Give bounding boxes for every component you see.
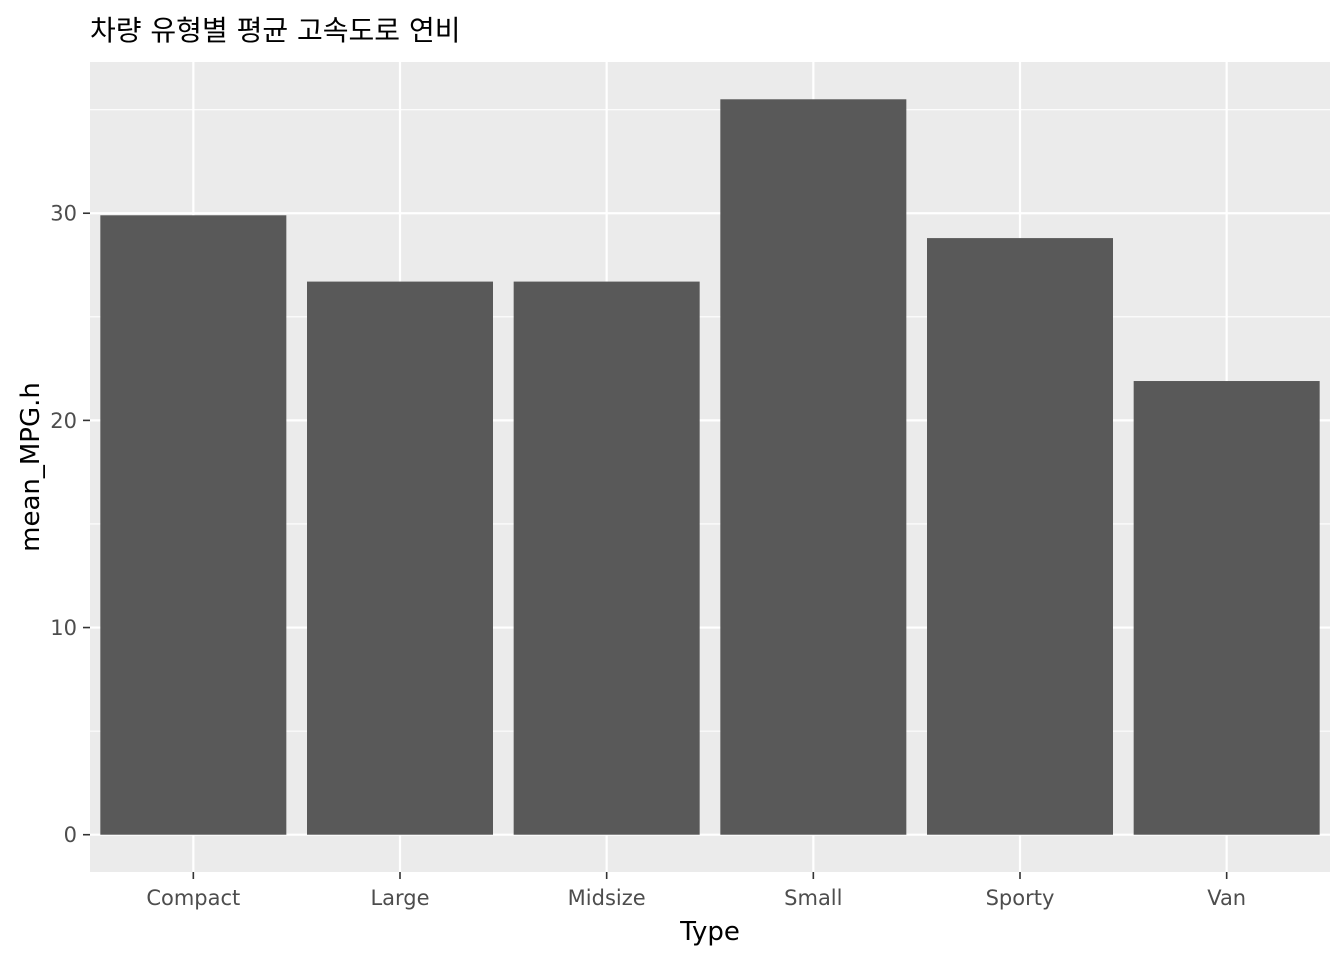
- bar-midsize: [513, 281, 700, 835]
- bar-sporty: [927, 238, 1113, 835]
- x-tick-label: Sporty: [986, 886, 1055, 910]
- bar-small: [720, 99, 907, 835]
- y-tick-label: 0: [64, 823, 77, 847]
- grid-minor: [90, 109, 1330, 732]
- bar-large: [307, 281, 493, 835]
- x-tick-label: Large: [370, 886, 429, 910]
- x-tick-label: Compact: [146, 886, 240, 910]
- x-axis-title: Type: [679, 917, 740, 947]
- y-tick-label: 20: [50, 409, 77, 433]
- x-axis: Compact Large Midsize Small Sporty Van: [146, 872, 1246, 910]
- bar-compact: [100, 215, 287, 835]
- chart-title: 차량 유형별 평균 고속도로 연비: [90, 14, 460, 47]
- y-axis-title: mean_MPG.h: [16, 382, 46, 552]
- y-tick-label: 30: [50, 202, 77, 226]
- bars: [100, 99, 1320, 835]
- plot-panel: [90, 62, 1330, 872]
- y-tick-label: 10: [50, 616, 77, 640]
- x-tick-label: Van: [1207, 886, 1246, 910]
- y-axis: 0 10 20 30: [50, 202, 90, 847]
- x-tick-label: Small: [784, 886, 842, 910]
- bar-van: [1133, 381, 1320, 835]
- x-tick-label: Midsize: [568, 886, 646, 910]
